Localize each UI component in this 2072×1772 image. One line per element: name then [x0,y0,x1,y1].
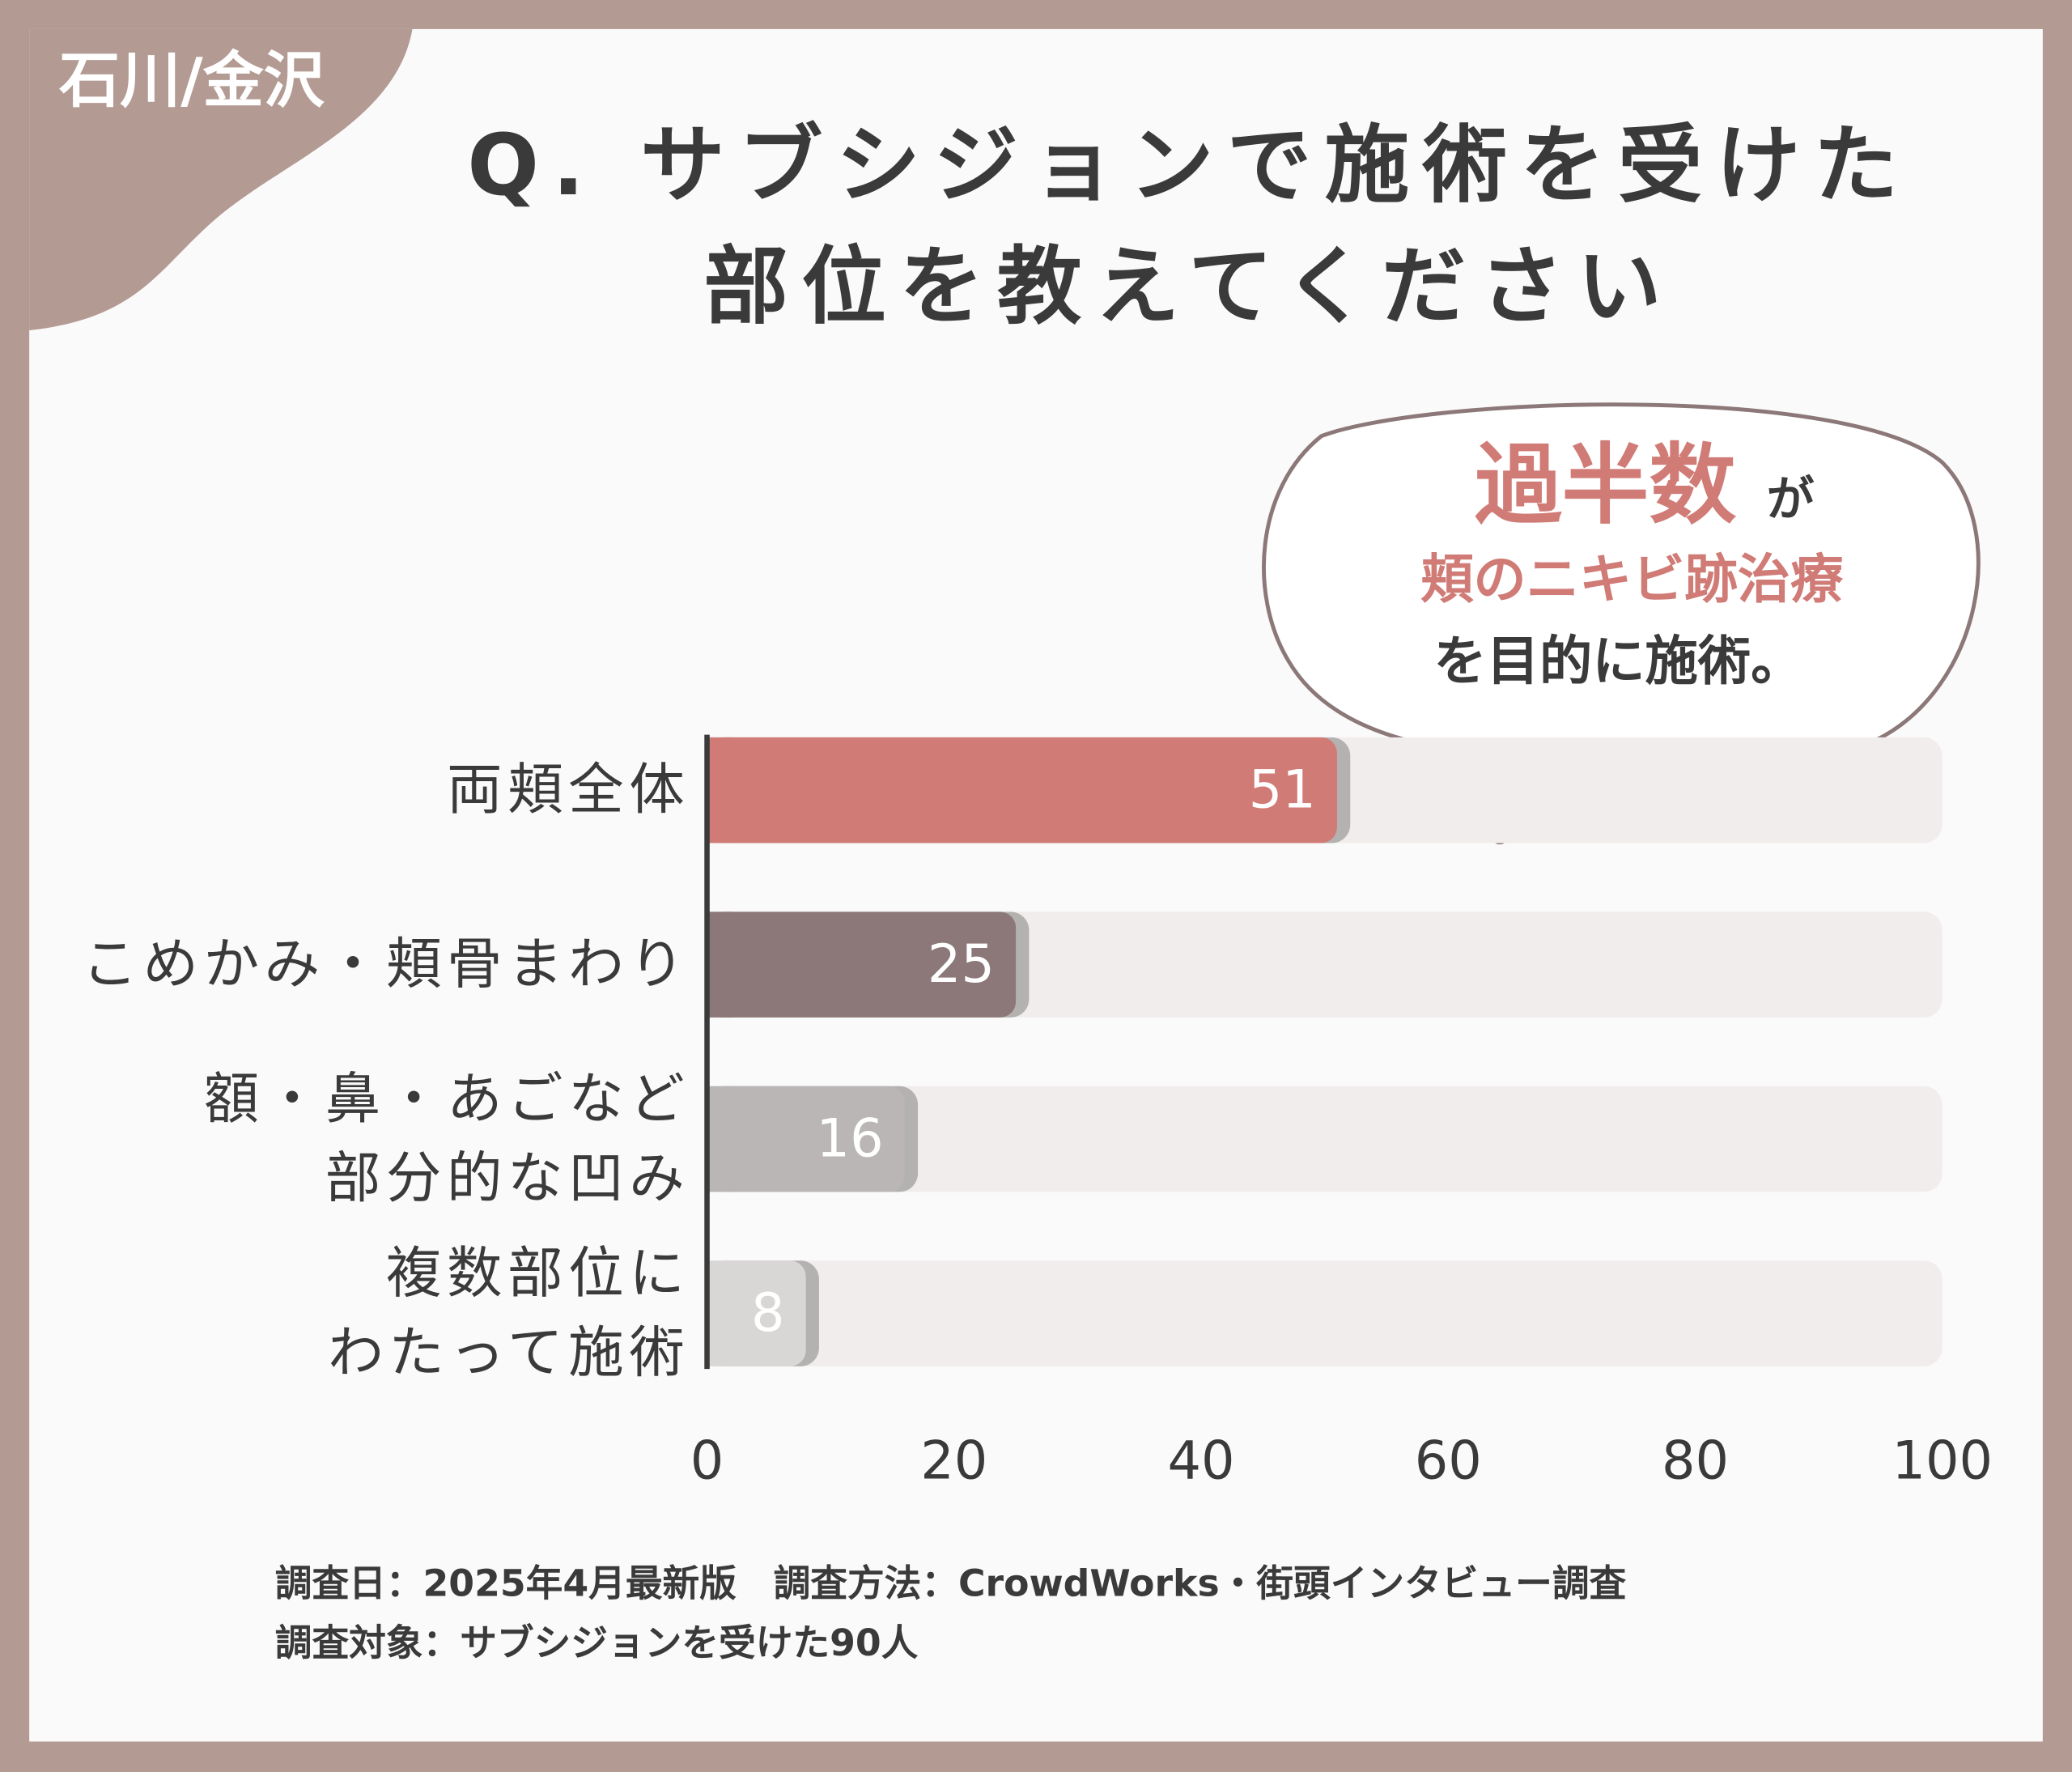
bar-track [707,1260,1942,1366]
callout-line: を目的に施術。 [1433,631,1803,692]
bar-track [707,1086,1942,1192]
bar-square [707,1260,734,1366]
footer-note: 調査対象：サブシジョンを受けた90人 [275,1621,919,1664]
value-label: 8 [751,1282,785,1344]
footer-note: 調査日：2025年4月最新版 調査方法：CrowdWorks・街頭インタビュー調… [275,1562,1627,1604]
value-label: 25 [928,933,995,995]
y-tick-label: 額・鼻・あごなど 部分的な凹み [203,1066,690,1211]
bar [707,737,1337,844]
category-box: 額・鼻・あごなど 部分的な凹み [203,1066,690,1211]
callout-line: 頬のニキビ跡治療 [1420,549,1844,610]
badge-shape [29,28,413,331]
callout-highlight: 過半数 [1475,436,1736,537]
y-tick-label: こめかみ・頬骨まわり [82,931,690,996]
bar [707,911,1017,1018]
y-tick-label: 両頬全体 [446,757,690,822]
bar [707,1086,905,1192]
callout-particle: が [1767,470,1815,526]
category-box: こめかみ・頬骨まわり [82,931,690,996]
x-tick-label: 0 [690,1430,724,1492]
category-box: 複数部位に わたって施術 [328,1240,690,1385]
x-tick-label: 20 [920,1430,987,1492]
value-label: 16 [817,1107,884,1169]
bar-square [707,911,734,1018]
x-tick-label: 40 [1168,1430,1235,1492]
category-box: 両頬全体 [446,757,690,822]
x-tick-label: 60 [1415,1430,1482,1492]
x-tick-label: 80 [1662,1430,1729,1492]
bar-square [707,1086,734,1192]
badge: 石川/金沢 [59,45,325,116]
chart-title: Q. サブシジョンで施術を受けた 部位を教えてください [467,117,1912,338]
bar-square [707,737,734,844]
title-box: Q. サブシジョンで施術を受けた 部位を教えてください [467,117,1912,338]
value-label: 51 [1249,759,1316,820]
x-tick-label: 100 [1892,1430,1993,1492]
y-tick-label: 複数部位に わたって施術 [328,1240,690,1385]
panel [29,28,2043,1742]
